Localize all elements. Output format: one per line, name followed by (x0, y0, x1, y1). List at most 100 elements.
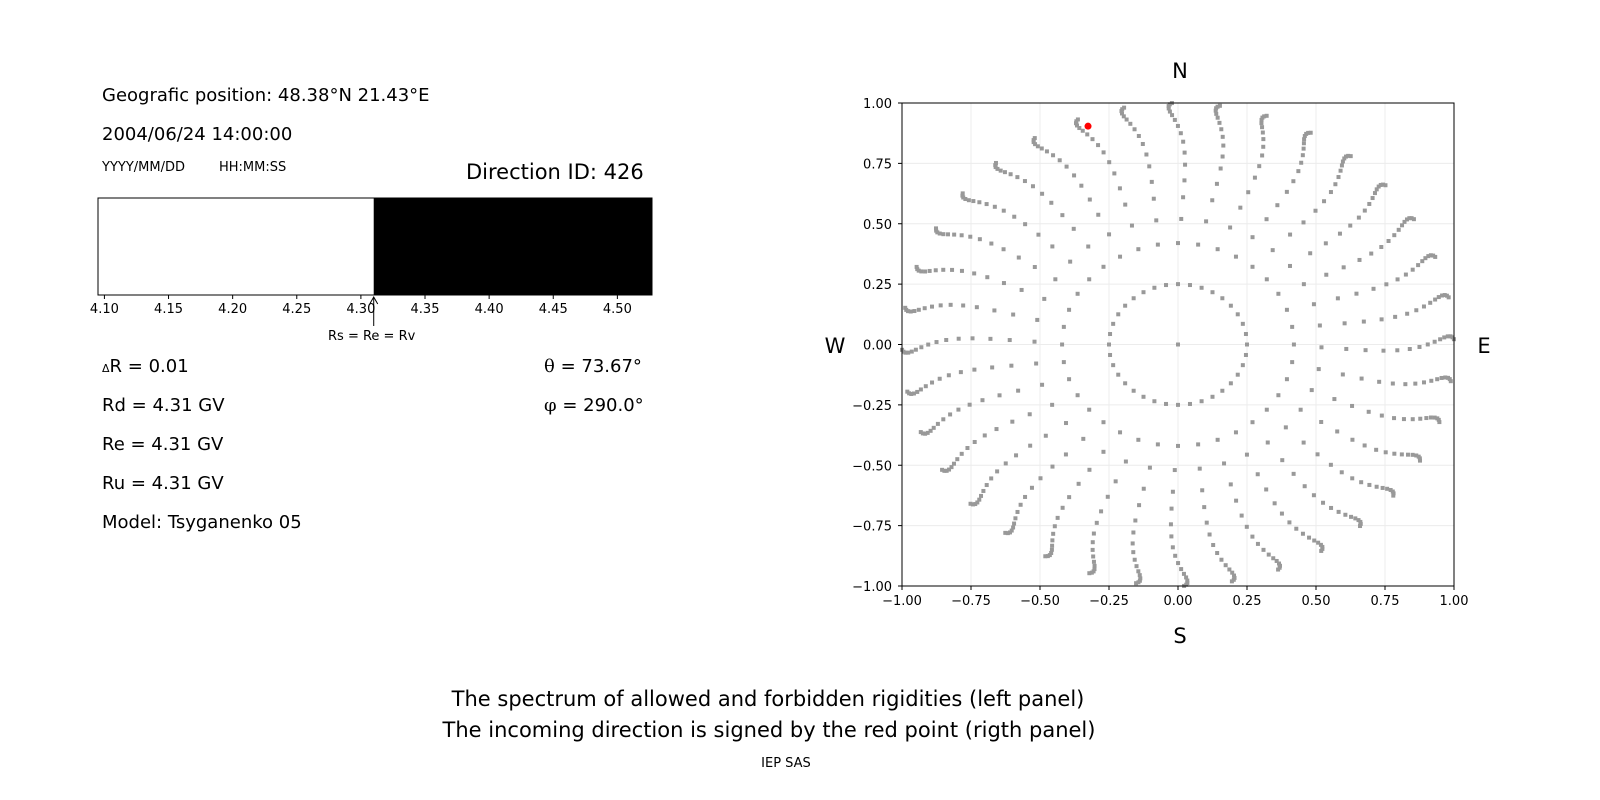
direction-point (1358, 521, 1363, 526)
x-tick-label: 0.00 (1164, 594, 1193, 609)
direction-point (1172, 117, 1177, 122)
direction-point (1218, 166, 1223, 171)
direction-point (1436, 295, 1441, 300)
direction-point (1288, 232, 1293, 237)
direction-point (1215, 247, 1220, 252)
direction-point (1108, 352, 1113, 357)
direction-point (1312, 538, 1317, 543)
direction-point (1003, 530, 1008, 535)
direction-point (1087, 197, 1092, 202)
direction-point (1057, 158, 1062, 163)
x-tick-label: 4.10 (90, 302, 119, 317)
direction-point (984, 202, 989, 207)
direction-point (1034, 361, 1039, 366)
direction-point (1061, 324, 1066, 329)
y-tick-label: 0.00 (863, 339, 892, 354)
direction-point (992, 308, 997, 313)
direction-point (1291, 179, 1296, 184)
direction-point (1007, 338, 1012, 343)
direction-point (1123, 202, 1128, 207)
direction-point (1367, 482, 1372, 487)
direction-point (1358, 524, 1363, 529)
direction-point (1350, 476, 1355, 481)
direction-point (1147, 465, 1152, 470)
direction-point (950, 267, 955, 272)
direction-point (1170, 113, 1175, 118)
direction-point (1446, 295, 1451, 300)
direction-point (1338, 168, 1343, 173)
x-tick-label: −0.25 (1089, 594, 1129, 609)
direction-point (1169, 534, 1174, 539)
direction-point (1264, 277, 1269, 282)
direction-point (1007, 530, 1012, 535)
x-tick-label: −0.75 (951, 594, 991, 609)
direction-point (1087, 467, 1092, 472)
direction-point (1307, 535, 1312, 540)
direction-point (1116, 312, 1121, 317)
direction-point (1257, 164, 1262, 169)
direction-point (1051, 531, 1056, 536)
direction-point (1366, 409, 1371, 414)
direction-point (1276, 567, 1281, 572)
direction-point (1130, 541, 1135, 546)
y-tick-label: 0.50 (863, 218, 892, 233)
direction-point (1211, 543, 1216, 548)
direction-point (1228, 303, 1233, 308)
direction-point (1428, 253, 1433, 258)
direction-point (1324, 272, 1329, 277)
direction-point (1149, 179, 1154, 184)
direction-point (1400, 223, 1405, 228)
plot-frame (901, 102, 1455, 587)
direction-point (1287, 520, 1292, 525)
direction-point (1328, 462, 1333, 467)
direction-point (1133, 518, 1138, 523)
direction-point (1181, 139, 1186, 144)
direction-point (1435, 377, 1440, 382)
direction-point (938, 303, 943, 308)
direction-point (1096, 212, 1101, 217)
direction-point (1418, 458, 1423, 463)
compass-north: N (1172, 59, 1188, 83)
compass-south: S (1173, 624, 1186, 648)
direction-point (1428, 300, 1433, 305)
direction-point (1030, 184, 1035, 189)
direction-point (960, 191, 965, 196)
y-tick-label: −0.50 (852, 459, 892, 474)
direction-point (1164, 401, 1169, 406)
direction-point (1064, 421, 1069, 426)
direction-point (1155, 442, 1160, 447)
direction-point (1016, 255, 1021, 260)
direction-point (944, 468, 949, 473)
direction-point (1090, 547, 1095, 552)
direction-point (1213, 108, 1218, 113)
direction-point (1350, 403, 1355, 408)
direction-point (1117, 186, 1122, 191)
direction-point (1040, 382, 1045, 387)
x-tick-label: −0.50 (1020, 594, 1060, 609)
direction-point (1302, 134, 1307, 139)
direction-point (1284, 307, 1289, 312)
direction-point (1012, 214, 1017, 219)
direction-point (1036, 232, 1041, 237)
direction-point (1022, 179, 1027, 184)
direction-point (1091, 559, 1096, 564)
direction-point (1091, 531, 1096, 536)
direction-point (1274, 558, 1279, 563)
direction-point (1027, 412, 1032, 417)
direction-point (1185, 578, 1190, 583)
direction-point (1210, 198, 1215, 203)
direction-point (1313, 208, 1318, 213)
direction-point (968, 234, 973, 239)
direction-point (1298, 407, 1303, 412)
direction-point (1405, 452, 1410, 457)
direction-point (1299, 160, 1304, 165)
direction-point (1023, 494, 1028, 499)
direction-point (1182, 178, 1187, 183)
direction-point (1284, 377, 1289, 382)
direction-point (1001, 247, 1006, 252)
direction-point (966, 198, 971, 203)
direction-point (1011, 525, 1016, 530)
direction-point (930, 380, 935, 385)
direction-point (1176, 241, 1180, 246)
direction-point (1187, 283, 1192, 288)
